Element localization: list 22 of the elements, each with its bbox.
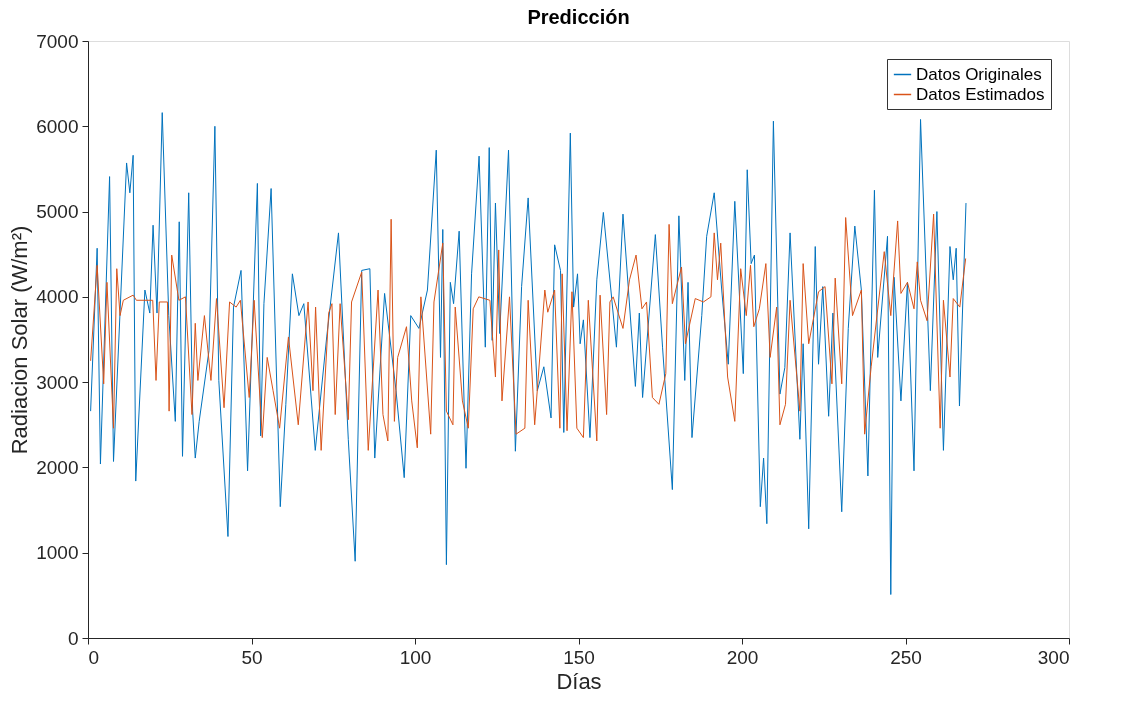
y-tick-label: 5000 (36, 201, 79, 223)
x-tick-label: 150 (563, 646, 595, 668)
y-tick-label: 2000 (36, 456, 79, 478)
x-axis-title: Días (556, 668, 602, 694)
y-tick-label: 4000 (36, 286, 79, 308)
x-tick-label: 250 (890, 646, 922, 668)
x-tick-label: 300 (1037, 646, 1070, 668)
x-tick-label: 50 (241, 646, 263, 668)
x-tick-label: 200 (726, 646, 759, 668)
x-tick-label: 100 (399, 646, 432, 668)
x-tick-label: 0 (88, 646, 100, 668)
legend-label: Datos Originales (916, 64, 1042, 84)
y-tick-label: 1000 (36, 542, 79, 564)
y-tick-label: 3000 (36, 371, 79, 393)
y-tick-label: 6000 (36, 115, 79, 137)
line-series (90, 213, 967, 451)
y-axis-title: Radiacion Solar (W/m²) (7, 225, 33, 455)
y-tick-label: 7000 (36, 30, 79, 52)
chart-title: Predicción (527, 6, 630, 28)
y-tick-label: 0 (67, 627, 79, 649)
line-series (90, 112, 967, 595)
legend-label: Datos Estimados (916, 84, 1045, 104)
